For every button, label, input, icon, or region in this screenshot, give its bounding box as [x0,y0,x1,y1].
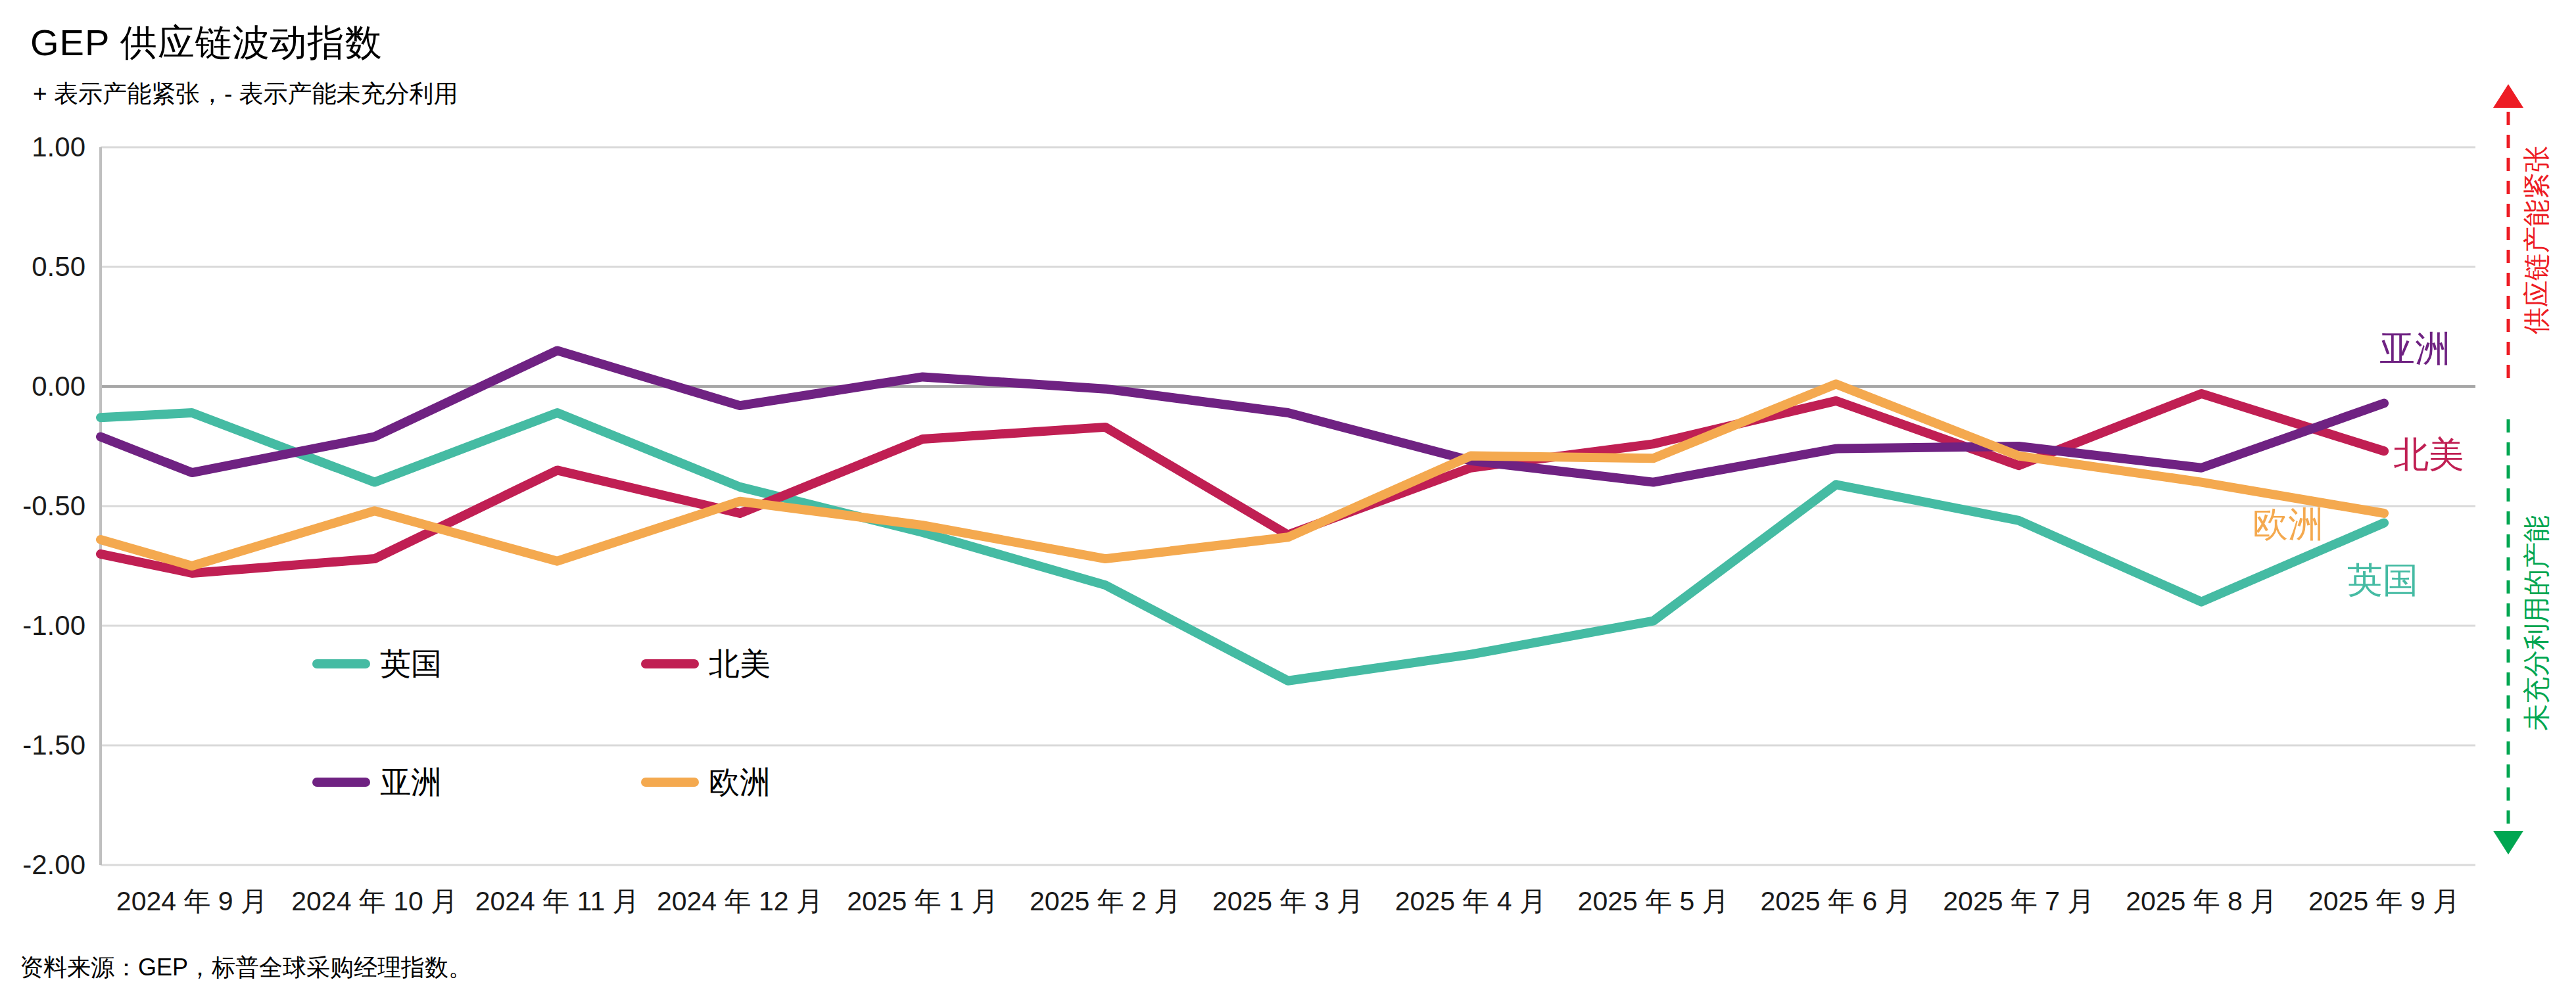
y-tick-label: -2.00 [22,849,85,880]
x-tick-label: 2025 年 6 月 [1760,886,1911,916]
legend-label-north_america: 北美 [709,646,771,681]
y-tick-label: 0.50 [32,251,85,282]
underutilized-capacity-annotation: 未充分利用的产能 [2493,419,2552,854]
legend-label-uk: 英国 [380,646,442,681]
x-tick-label: 2024 年 12 月 [657,886,823,916]
legend-swatch-europe [641,778,699,787]
legend-label-europe: 欧洲 [709,764,771,799]
x-tick-label: 2025 年 5 月 [1578,886,1729,916]
x-tick-label: 2025 年 2 月 [1030,886,1181,916]
source-note: 资料来源：GEP，标普全球采购经理指数。 [20,952,472,984]
series-end-label-uk: 英国 [2347,560,2418,599]
y-tick-label: -1.50 [22,730,85,760]
legend-label-asia: 亚洲 [380,764,442,799]
x-tick-label: 2025 年 9 月 [2308,886,2460,916]
x-tick-label: 2025 年 4 月 [1395,886,1546,916]
legend-swatch-asia [312,778,370,787]
legend-swatch-uk [312,659,370,668]
up-arrow-head-icon [2493,84,2523,108]
x-tick-label: 2024 年 11 月 [475,886,640,916]
legend-item-asia: 亚洲 [312,764,442,799]
x-tick-label: 2024 年 9 月 [116,886,268,916]
series-end-label-asia: 亚洲 [2379,329,2450,368]
x-tick-label: 2025 年 1 月 [847,886,998,916]
y-tick-label: -1.00 [22,610,85,641]
down-arrow-head-icon [2493,831,2523,854]
x-tick-label: 2024 年 10 月 [291,886,458,916]
x-tick-label: 2025 年 7 月 [1943,886,2094,916]
volatility-line-chart: 1.00 0.50 0.00 -0.50 -1.00 -1.50 -2.00 2024 年 9… [0,0,2576,1005]
legend-swatch-north_america [641,659,699,668]
down-arrow-label: 未充分利用的产能 [2521,515,2552,731]
up-arrow-label: 供应链产能紧张 [2521,146,2552,335]
series-end-label-north_america: 北美 [2393,434,2464,474]
legend-item-north_america: 北美 [641,646,771,681]
legend-item-europe: 欧洲 [641,764,771,799]
x-tick-label: 2025 年 3 月 [1212,886,1364,916]
y-tick-label: 0.00 [32,371,85,402]
y-tick-label: -0.50 [22,490,85,521]
x-tick-label: 2025 年 8 月 [2126,886,2277,916]
y-tick-label: 1.00 [32,131,85,162]
series-end-label-europe: 欧洲 [2253,504,2324,544]
capacity-tension-annotation: 供应链产能紧张 [2493,84,2552,386]
legend-item-uk: 英国 [312,646,442,681]
